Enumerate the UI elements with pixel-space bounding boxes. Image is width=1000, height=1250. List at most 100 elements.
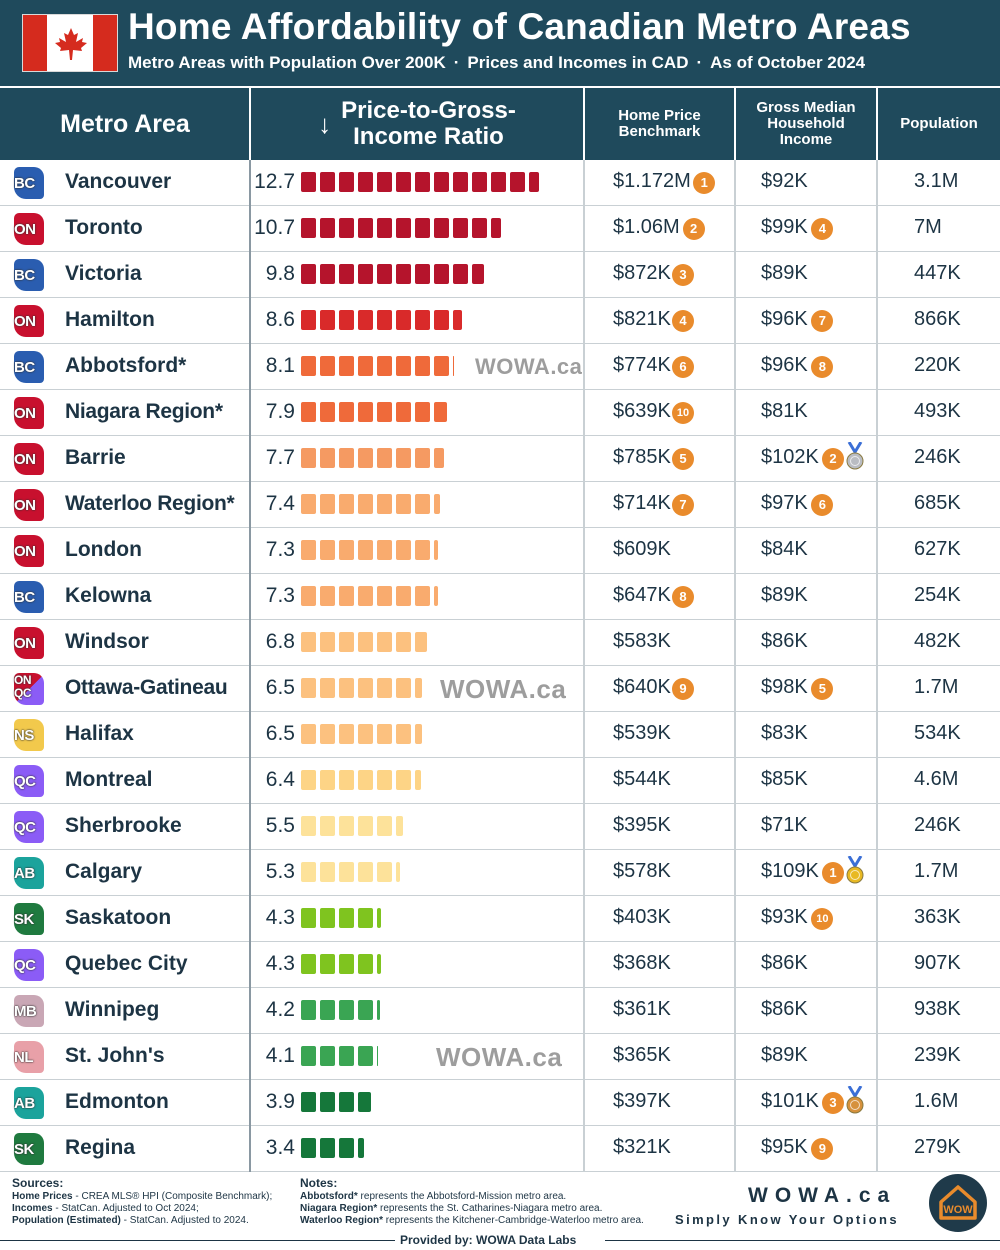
metro-name[interactable]: Edmonton (65, 1090, 169, 1113)
metro-name[interactable]: Vancouver (65, 170, 172, 193)
province-shape (14, 213, 44, 245)
header-population[interactable]: Population (900, 114, 978, 132)
column-divider (583, 390, 585, 436)
province-code: ON (14, 497, 36, 514)
table-row[interactable]: AB Edmonton 3.9 $397K $101K 3 1.6M (0, 1080, 1000, 1126)
bar-segment (301, 586, 316, 606)
metro-name[interactable]: Victoria (65, 262, 142, 285)
province-code: ON (14, 451, 36, 468)
column-divider (734, 528, 736, 574)
metro-name[interactable]: St. John's (65, 1044, 165, 1067)
metro-name[interactable]: Windsor (65, 630, 149, 653)
metro-name[interactable]: Abbotsford* (65, 354, 187, 377)
bar-segment (472, 218, 487, 238)
bar-segment (377, 540, 392, 560)
header-home-price[interactable]: Home Price Benchmark (585, 88, 734, 160)
note-label: Abbotsford* (300, 1191, 358, 1202)
table-row[interactable]: SK Regina 3.4 $321K $95K 9 279K (0, 1126, 1000, 1172)
bar-segment-partial (434, 540, 439, 560)
metro-name[interactable]: Sherbrooke (65, 814, 182, 837)
province-shape (14, 259, 44, 291)
table-row[interactable]: SK Saskatoon 4.3 $403K $93K 10 363K (0, 896, 1000, 942)
metro-name[interactable]: Saskatoon (65, 906, 172, 929)
province-map-icon: BC (8, 166, 52, 200)
header-ratio[interactable]: ↓ Price-to-Gross- Income Ratio (251, 88, 583, 160)
source-text: - StatCan. Adjusted to Oct 2024; (52, 1203, 199, 1214)
metro-name[interactable]: Winnipeg (65, 998, 160, 1021)
header-metro-area[interactable]: Metro Area (60, 109, 190, 138)
table-row[interactable]: NL St. John's 4.1 $365K $89K 239K (0, 1034, 1000, 1080)
population: 534K (914, 722, 961, 744)
metro-name[interactable]: Barrie (65, 446, 126, 469)
table-row[interactable]: ON London 7.3 $609K $84K 627K (0, 528, 1000, 574)
metro-name[interactable]: Regina (65, 1136, 136, 1159)
metro-name[interactable]: Ottawa-Gatineau (65, 676, 228, 699)
header-ratio-line2: Income Ratio (353, 123, 504, 150)
table-row[interactable]: MB Winnipeg 4.2 $361K $86K 938K (0, 988, 1000, 1034)
table-row[interactable]: QC Quebec City 4.3 $368K $86K 907K (0, 942, 1000, 988)
table-row[interactable]: QC Montreal 6.4 $544K $85K 4.6M (0, 758, 1000, 804)
table-row[interactable]: ON Waterloo Region* 7.4 $714K 7 $97K 6 685K (0, 482, 1000, 528)
bar-segment (358, 816, 373, 836)
table-row[interactable]: BC Kelowna 7.3 $647K 8 $89K 254K (0, 574, 1000, 620)
home-price: $1.172M (613, 170, 691, 192)
province-map-icon: NS (8, 718, 52, 752)
table-row[interactable]: ON Windsor 6.8 $583K $86K 482K (0, 620, 1000, 666)
province-map-icon: QC (8, 948, 52, 982)
table-row[interactable]: NS Halifax 6.5 $539K $83K 534K (0, 712, 1000, 758)
ratio-value: 6.5 (265, 676, 295, 699)
table-row[interactable]: ON Hamilton 8.6 $821K 4 $96K 7 866K (0, 298, 1000, 344)
column-divider (876, 436, 878, 482)
metro-name[interactable]: Calgary (65, 860, 143, 883)
metro-name[interactable]: Niagara Region* (65, 400, 223, 423)
metro-name[interactable]: Kelowna (65, 584, 152, 607)
metro-name[interactable]: London (65, 538, 142, 561)
home-price: $321K (613, 1136, 671, 1158)
bar-segment (377, 816, 392, 836)
table-row[interactable]: ON QC Ottawa-Gatineau 6.5 $640K 9 $98K 5 1.7M (0, 666, 1000, 712)
metro-name[interactable]: Waterloo Region* (65, 492, 235, 515)
table-row[interactable]: ON Barrie 7.7 $785K 5 $102K 2 246K (0, 436, 1000, 482)
bar-segment (339, 1000, 354, 1020)
table-row[interactable]: BC Vancouver 12.7 $1.172M 1 $92K 3.1M (0, 160, 1000, 206)
bar-segment (339, 724, 354, 744)
bar-segment (415, 586, 430, 606)
income-rank-badge: 10 (811, 908, 834, 930)
price-rank-badge: 3 (672, 264, 694, 286)
header-income[interactable]: Gross Median Household Income (736, 88, 876, 160)
note-text: represents the St. Catharines-Niagara me… (377, 1203, 603, 1214)
table-row[interactable]: QC Sherbrooke 5.5 $395K $71K 246K (0, 804, 1000, 850)
bar-segment (320, 1092, 335, 1112)
bar-segment (358, 494, 373, 514)
bar-segment (320, 770, 335, 790)
metro-name[interactable]: Montreal (65, 768, 153, 791)
table-row[interactable]: BC Abbotsford* 8.1 $774K 6 $96K 8 220K (0, 344, 1000, 390)
home-price: $647K (613, 584, 671, 606)
bar-segment (491, 172, 506, 192)
table-row[interactable]: AB Calgary 5.3 $578K $109K 1 1.7M (0, 850, 1000, 896)
bar-segment-partial (434, 402, 448, 422)
bar-segment (339, 678, 354, 698)
bar-segment (301, 448, 316, 468)
header-price-line1: Home Price (618, 106, 701, 124)
province-map-icon: BC (8, 350, 52, 384)
wowa-house-logo-icon[interactable]: WOW (929, 1174, 987, 1232)
home-price: $539K (613, 722, 671, 744)
table-row[interactable]: ON Niagara Region* 7.9 $639K 10 $81K 493K (0, 390, 1000, 436)
home-price: $583K (613, 630, 671, 652)
bar-segment (358, 356, 373, 376)
bar-segment (339, 908, 354, 928)
table-row[interactable]: ON Toronto 10.7 $1.06M 2 $99K 4 7M (0, 206, 1000, 252)
table-row[interactable]: BC Victoria 9.8 $872K 3 $89K 447K (0, 252, 1000, 298)
column-divider (249, 850, 251, 896)
metro-name[interactable]: Toronto (65, 216, 143, 239)
ratio-value: 7.7 (265, 446, 295, 469)
metro-name[interactable]: Quebec City (65, 952, 188, 975)
metro-name[interactable]: Hamilton (65, 308, 155, 331)
header-divider (583, 88, 585, 160)
brand-wordmark[interactable]: WOWA.ca (748, 1184, 897, 1207)
wowa-watermark: WOWA.ca (475, 354, 583, 379)
canada-flag-icon (22, 14, 118, 72)
bar-segment-partial (377, 954, 382, 974)
metro-name[interactable]: Halifax (65, 722, 134, 745)
